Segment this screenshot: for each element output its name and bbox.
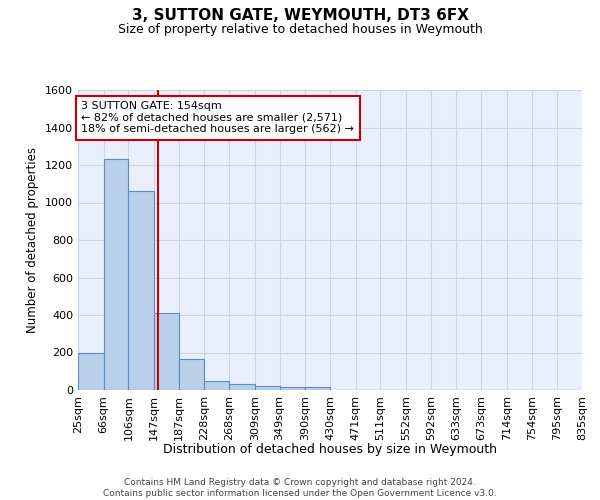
Y-axis label: Number of detached properties: Number of detached properties (26, 147, 40, 333)
Text: 3, SUTTON GATE, WEYMOUTH, DT3 6FX: 3, SUTTON GATE, WEYMOUTH, DT3 6FX (131, 8, 469, 22)
Text: Distribution of detached houses by size in Weymouth: Distribution of detached houses by size … (163, 442, 497, 456)
Bar (255, 386, 280, 390)
Bar (305, 387, 330, 390)
Bar (104, 160, 128, 390)
Bar (205, 380, 229, 390)
Bar (280, 387, 305, 390)
Text: Contains HM Land Registry data © Crown copyright and database right 2024.
Contai: Contains HM Land Registry data © Crown c… (103, 478, 497, 498)
Text: 3 SUTTON GATE: 154sqm
← 82% of detached houses are smaller (2,571)
18% of semi-d: 3 SUTTON GATE: 154sqm ← 82% of detached … (81, 101, 354, 134)
Bar (229, 384, 255, 390)
Text: Size of property relative to detached houses in Weymouth: Size of property relative to detached ho… (118, 22, 482, 36)
Bar (154, 313, 179, 390)
Bar (128, 191, 154, 390)
Bar (179, 359, 205, 390)
Bar (78, 352, 104, 390)
